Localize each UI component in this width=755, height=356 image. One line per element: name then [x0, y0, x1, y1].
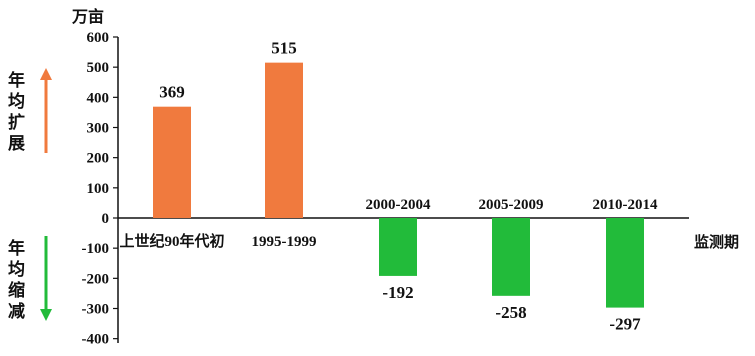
bar [379, 218, 417, 276]
y-tick-label: 100 [87, 181, 110, 197]
category-label: 上世纪90年代初 [119, 232, 224, 250]
data-label: -297 [609, 315, 641, 334]
bar [265, 62, 303, 219]
side-label-char: 年 [8, 70, 25, 90]
side-label-char: 均 [8, 91, 25, 111]
category-label: 1995-1999 [252, 234, 317, 250]
data-label: -258 [495, 303, 526, 322]
x-axis-title: 监测期 [694, 233, 739, 251]
arrow-down-head [40, 309, 52, 321]
y-axis-unit: 万亩 [71, 7, 104, 26]
y-tick-label: 200 [87, 151, 110, 167]
side-label-char: 减 [8, 301, 25, 321]
data-label: 369 [159, 83, 185, 102]
y-tick-label: 400 [87, 90, 110, 106]
y-tick-label: -200 [82, 271, 110, 287]
side-label-char: 扩 [8, 112, 25, 132]
bars-group [153, 62, 644, 308]
category-labels: 上世纪90年代初 1995-1999 2000-2004 2005-2009 2010-… [119, 197, 658, 250]
data-label: 515 [271, 39, 297, 58]
category-label: 2005-2009 [479, 197, 544, 213]
bar [606, 218, 644, 308]
y-axis-ticks: 600 500 400 300 200 100 0 -100 -200 -300 -400 [82, 30, 118, 348]
arrow-up-head [40, 68, 52, 80]
bar [153, 106, 191, 218]
data-label: -192 [382, 283, 413, 302]
y-tick-label: 300 [87, 121, 110, 137]
side-label-char: 展 [8, 134, 25, 153]
side-label-char: 年 [8, 238, 25, 258]
side-label-char: 均 [8, 259, 25, 279]
bar [492, 218, 530, 296]
y-tick-label: -300 [82, 302, 110, 318]
y-tick-label: 0 [102, 211, 110, 227]
y-tick-label: -400 [82, 332, 110, 348]
y-tick-label: 500 [87, 60, 110, 76]
data-labels: 369 515 -192 -258 -297 [159, 39, 641, 334]
y-tick-label: 600 [87, 30, 110, 46]
category-label: 2000-2004 [366, 197, 431, 213]
side-label-char: 缩 [8, 280, 25, 300]
category-label: 2010-2014 [593, 197, 658, 213]
y-tick-label: -100 [82, 241, 110, 257]
